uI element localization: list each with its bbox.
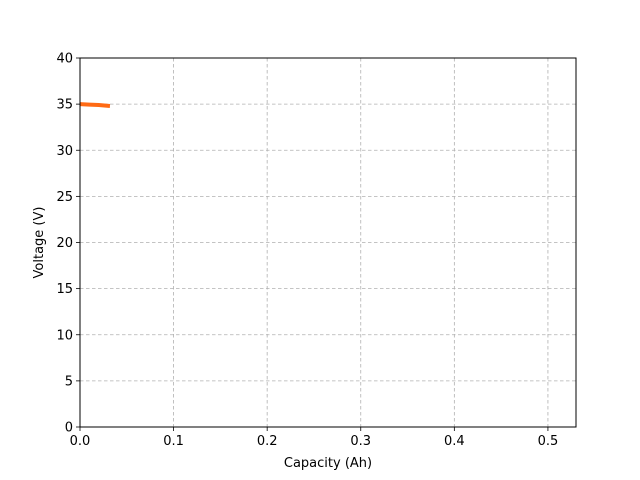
x-tick-label: 0.3 [350,434,371,449]
x-tick-label: 0.4 [444,434,465,449]
y-tick-label: 20 [56,236,73,251]
y-tick-label: 15 [56,282,73,297]
x-tick-label: 0.2 [257,434,278,449]
series-line [79,102,111,108]
y-tick-label: 25 [56,190,73,205]
y-axis: 0 5 10 15 20 25 30 35 40 [56,52,80,436]
x-tick-label: 0.5 [538,434,559,449]
x-tick-label: 0.0 [70,434,91,449]
y-tick-label: 10 [56,328,73,343]
y-tick-label: 0 [65,421,73,436]
x-axis: 0.0 0.1 0.2 0.3 0.4 0.5 [70,427,559,449]
y-tick-label: 30 [56,144,73,159]
y-tick-label: 40 [56,52,73,67]
y-tick-label: 5 [65,374,73,389]
y-axis-label: Voltage (V) [32,207,47,279]
x-axis-label: Capacity (Ah) [284,456,372,471]
y-tick-label: 35 [56,98,73,113]
series-group [79,102,111,108]
x-tick-label: 0.1 [163,434,184,449]
grid-lines [79,57,576,428]
